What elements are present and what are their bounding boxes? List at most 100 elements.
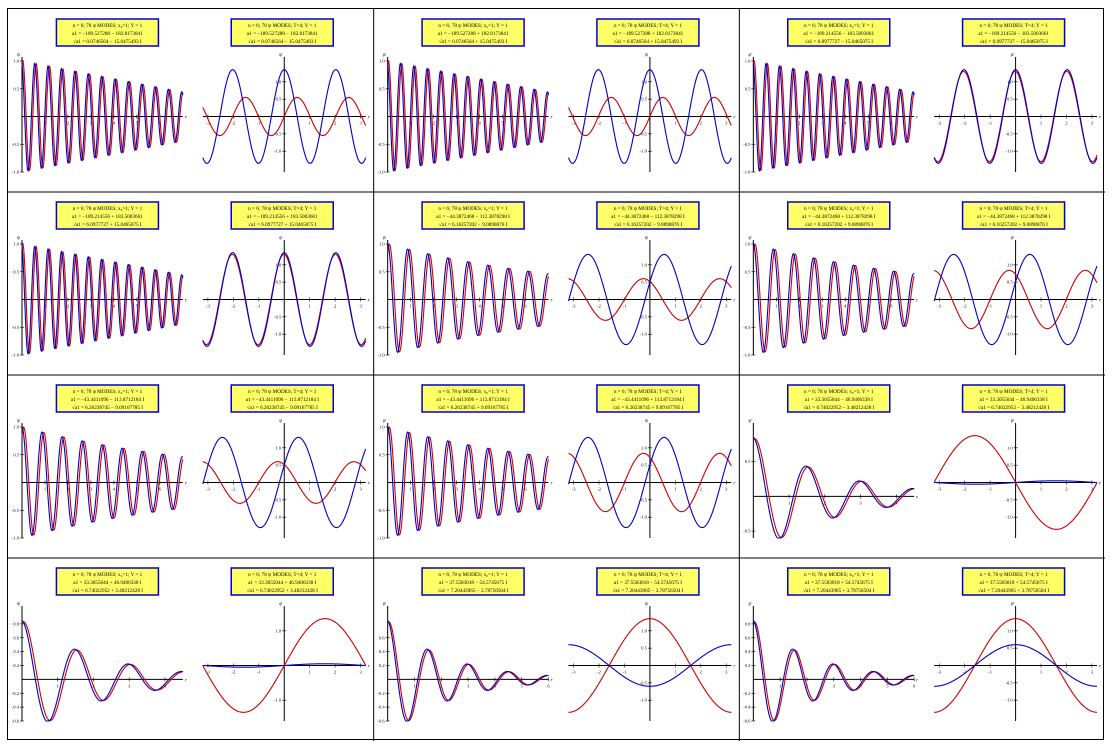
x-tick-label: 4 (478, 121, 481, 126)
x-tick-label: -3 (937, 487, 941, 492)
x-tick-label: -2 (597, 304, 601, 309)
y-tick-label: -0.4 (378, 705, 386, 710)
y-tick-label: -0.5 (1005, 314, 1013, 319)
y-tick-label: 0.5 (379, 86, 385, 91)
series-blue-line (752, 436, 915, 539)
x-tick-label: 1 (674, 304, 676, 309)
chart-title-line: a1 = −44.3872468 + 112.3878298 I (802, 214, 876, 220)
x-tick-label: 3 (1091, 670, 1094, 675)
y-tick-label: -0.2 (743, 691, 750, 696)
label-box (230, 567, 334, 596)
x-tick-label: -1 (257, 670, 261, 675)
chart-title-line: √a1 = 6.0977727 − 15.0465075 I (805, 38, 874, 45)
x-tick-label: -3 (206, 304, 210, 309)
x-tick-label: -2 (963, 304, 967, 309)
y-axis-label: ψ (645, 419, 649, 424)
x-tick-label: 4 (844, 304, 847, 309)
x-tick-label: 1 (309, 487, 311, 492)
chart-title-line: √a1 = 7.20443965 − 3.78756504 I (438, 587, 509, 594)
chart-18: n = 6; 78 ψ MODES; x₀=1; Y = 1 a1 = 33.30… (12, 567, 187, 724)
y-tick-label: 1.0 (745, 59, 751, 64)
x-tick-label: 2 (1065, 304, 1067, 309)
chart-8: n = 6; 78 ψ MODES; x₀=1; Y = 1 a1 = −44.3… (378, 201, 553, 358)
x-axis-label: r (916, 299, 918, 304)
x-tick-label: 4 (478, 304, 481, 309)
y-tick-label: -0.5 (743, 325, 751, 330)
y-axis-label: ψ (748, 602, 752, 607)
label-box (230, 18, 334, 47)
x-tick-label: 1 (1040, 304, 1042, 309)
x-tick-label: 3 (455, 121, 458, 126)
chart-title-line: n = 6; 78 ψ MODES; T=4; Y = 1 (248, 389, 317, 395)
x-axis-label: r (185, 482, 187, 487)
x-tick-label: -3 (937, 670, 941, 675)
x-tick-label: 3 (90, 121, 93, 126)
x-axis-label: r (551, 299, 553, 304)
series-red-line (934, 618, 1098, 713)
y-tick-label: 0.5 (379, 452, 385, 457)
x-tick-label: 1 (674, 121, 676, 126)
chart-title-line: √a1 = 6.74022952 + 3.48212428 I (72, 587, 143, 594)
x-axis-label: r (1099, 116, 1101, 121)
x-tick-label: 3 (1091, 487, 1094, 492)
chart-title-line: √a1 = 6.16257202 − 9.0890876 I (614, 221, 683, 228)
chart-title-line: n = 6; 78 ψ MODES; T=4; Y = 1 (979, 572, 1048, 578)
x-tick-label: 4 (844, 121, 847, 126)
x-tick-label: -2 (963, 487, 967, 492)
y-tick-label: 0.5 (745, 86, 751, 91)
x-tick-label: 5 (867, 121, 870, 126)
x-axis-label: r (185, 299, 187, 304)
x-tick-label: 2 (432, 121, 434, 126)
y-tick-label: -1.0 (743, 170, 751, 175)
chart-title-line: n = 6; 78 ψ MODES; T=4; Y = 1 (248, 572, 317, 578)
y-tick-label: -0.5 (378, 325, 386, 330)
chart-21: n = 6; 78 ψ MODES; T=4; Y = 1 a1 = 37.558… (568, 567, 735, 721)
y-axis-label: ψ (1011, 419, 1015, 424)
y-tick-label: -1.0 (378, 536, 386, 541)
y-tick-label: -0.5 (1005, 680, 1013, 685)
x-tick-label: 5 (136, 121, 139, 126)
chart-title-line: a1 = −44.3872468 − 112.3878298 I (611, 214, 685, 220)
x-tick-label: -1 (257, 487, 261, 492)
x-tick-label: 1 (779, 683, 781, 688)
chart-title-line: a1 = 37.5583018 + 54.5745675 I (979, 580, 1048, 586)
y-axis-label: ψ (17, 419, 21, 424)
x-tick-label: 3 (859, 500, 862, 505)
x-axis-label: r (916, 495, 918, 500)
y-tick-label: 0.8 (13, 621, 19, 626)
chart-title-line: n = 6; 78 ψ MODES; x₀=1; Y = 1 (804, 389, 874, 395)
x-tick-label: 3 (455, 487, 458, 492)
y-tick-label: 0.5 (379, 269, 385, 274)
y-tick-label: -1.0 (640, 332, 648, 337)
chart-title-line: n = 6; 78 ψ MODES; x₀=1; Y = 1 (438, 572, 508, 578)
x-tick-label: -2 (597, 670, 601, 675)
y-tick-label: -0.5 (274, 131, 282, 136)
series-red-line (752, 621, 915, 722)
x-axis-label: r (916, 116, 918, 121)
y-tick-label: 1.0 (1007, 79, 1013, 84)
x-tick-label: 3 (1091, 304, 1094, 309)
y-tick-label: 1.0 (745, 242, 751, 247)
chart-title-line: n = 6; 78 ψ MODES; T=4; Y = 1 (614, 206, 683, 212)
y-tick-label: 1.0 (641, 445, 647, 450)
chart-title-line: n = 6; 78 ψ MODES; x₀=1; Y = 1 (73, 389, 143, 395)
x-axis-label: r (1099, 299, 1101, 304)
x-axis-label: r (733, 482, 735, 487)
y-axis-label: ψ (17, 602, 21, 607)
chart-title-line: n = 6; 78 ψ MODES; T=4; Y = 1 (248, 23, 317, 29)
x-tick-label: 2 (700, 487, 702, 492)
chart-title-line: √a1 = 6.0977727 + 15.0465075 I (73, 221, 142, 228)
series-blue-line (752, 62, 915, 172)
x-axis-label: r (368, 116, 370, 121)
x-axis-label: r (1099, 482, 1101, 487)
y-tick-label: 0.4 (745, 649, 751, 654)
x-axis-label: r (368, 665, 370, 670)
x-tick-label: 4 (113, 304, 116, 309)
chart-title-line: a1 = −189.527288 + 182.8173841 (613, 31, 684, 37)
chart-title-line: a1 = −189.527288 + 182.8173841 (438, 31, 509, 37)
label-box (421, 18, 525, 47)
x-tick-label: -1 (623, 121, 627, 126)
chart-title-line: a1 = −189.214556 − 183.5003661 (978, 31, 1049, 37)
series-blue-line (21, 62, 184, 172)
x-tick-label: -3 (937, 304, 941, 309)
